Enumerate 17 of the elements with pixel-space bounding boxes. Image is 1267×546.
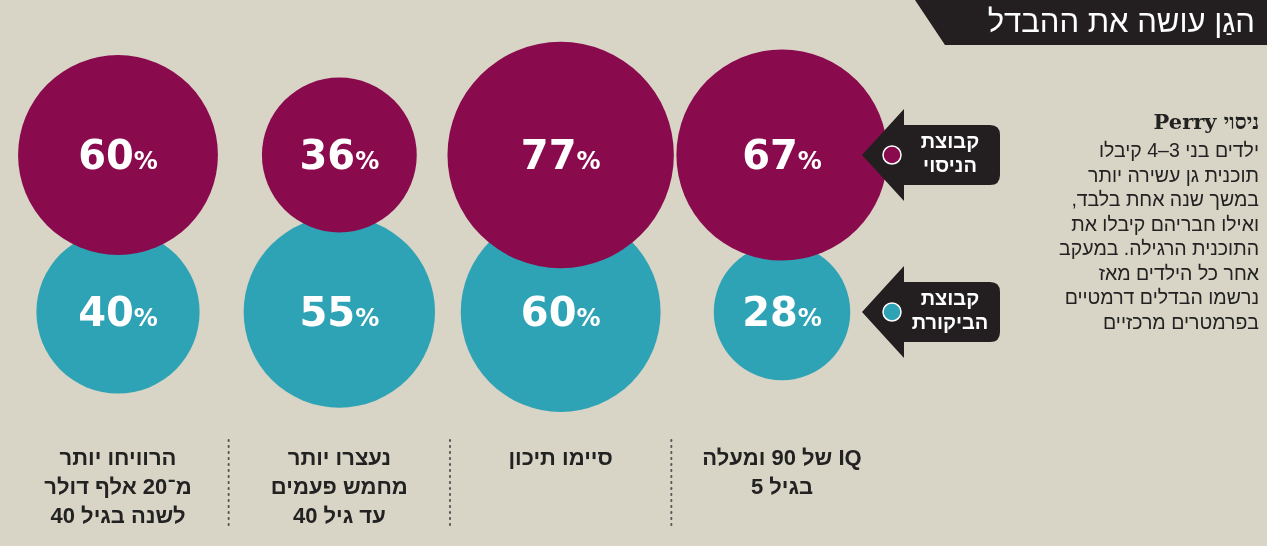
data-label: 40% xyxy=(78,289,158,335)
text: הגַן עושה את ההבדל xyxy=(986,3,1255,41)
data-label: 77% xyxy=(520,132,601,178)
text: ילדים בני 3–4 קיבלו תוכנית גן עשירה יותר במשך שנה אחת בלבד, ואילו חבריהם קיבלו את התוכנית הרגילה. במעקב אחר כל הילדים מאז נרשמו הבדלים דרמטיים בפרמטרים מרכזיים xyxy=(1059,138,1259,334)
category-label: IQ של 90 ומעלה בגיל 5 xyxy=(701,444,863,501)
data-label: 67% xyxy=(742,132,822,178)
data-label: 60% xyxy=(520,289,601,335)
category-label: הרוויחו יותר מ־20 אלף דולר לשנה בגיל 40 xyxy=(43,444,193,530)
category-label: סיימו תיכון xyxy=(507,444,614,472)
category-label: נעצרו יותר מחמש פעמים עד גיל 40 xyxy=(269,444,409,530)
data-label: 28% xyxy=(742,289,822,335)
data-label: 60% xyxy=(78,132,158,178)
data-label: 55% xyxy=(299,289,380,335)
text: ניסוי Perry xyxy=(1152,108,1259,136)
data-label: 36% xyxy=(299,132,380,178)
legend-label: קבוצת הביקורת xyxy=(910,286,990,334)
legend-label: קבוצת הניסוי xyxy=(919,129,981,177)
